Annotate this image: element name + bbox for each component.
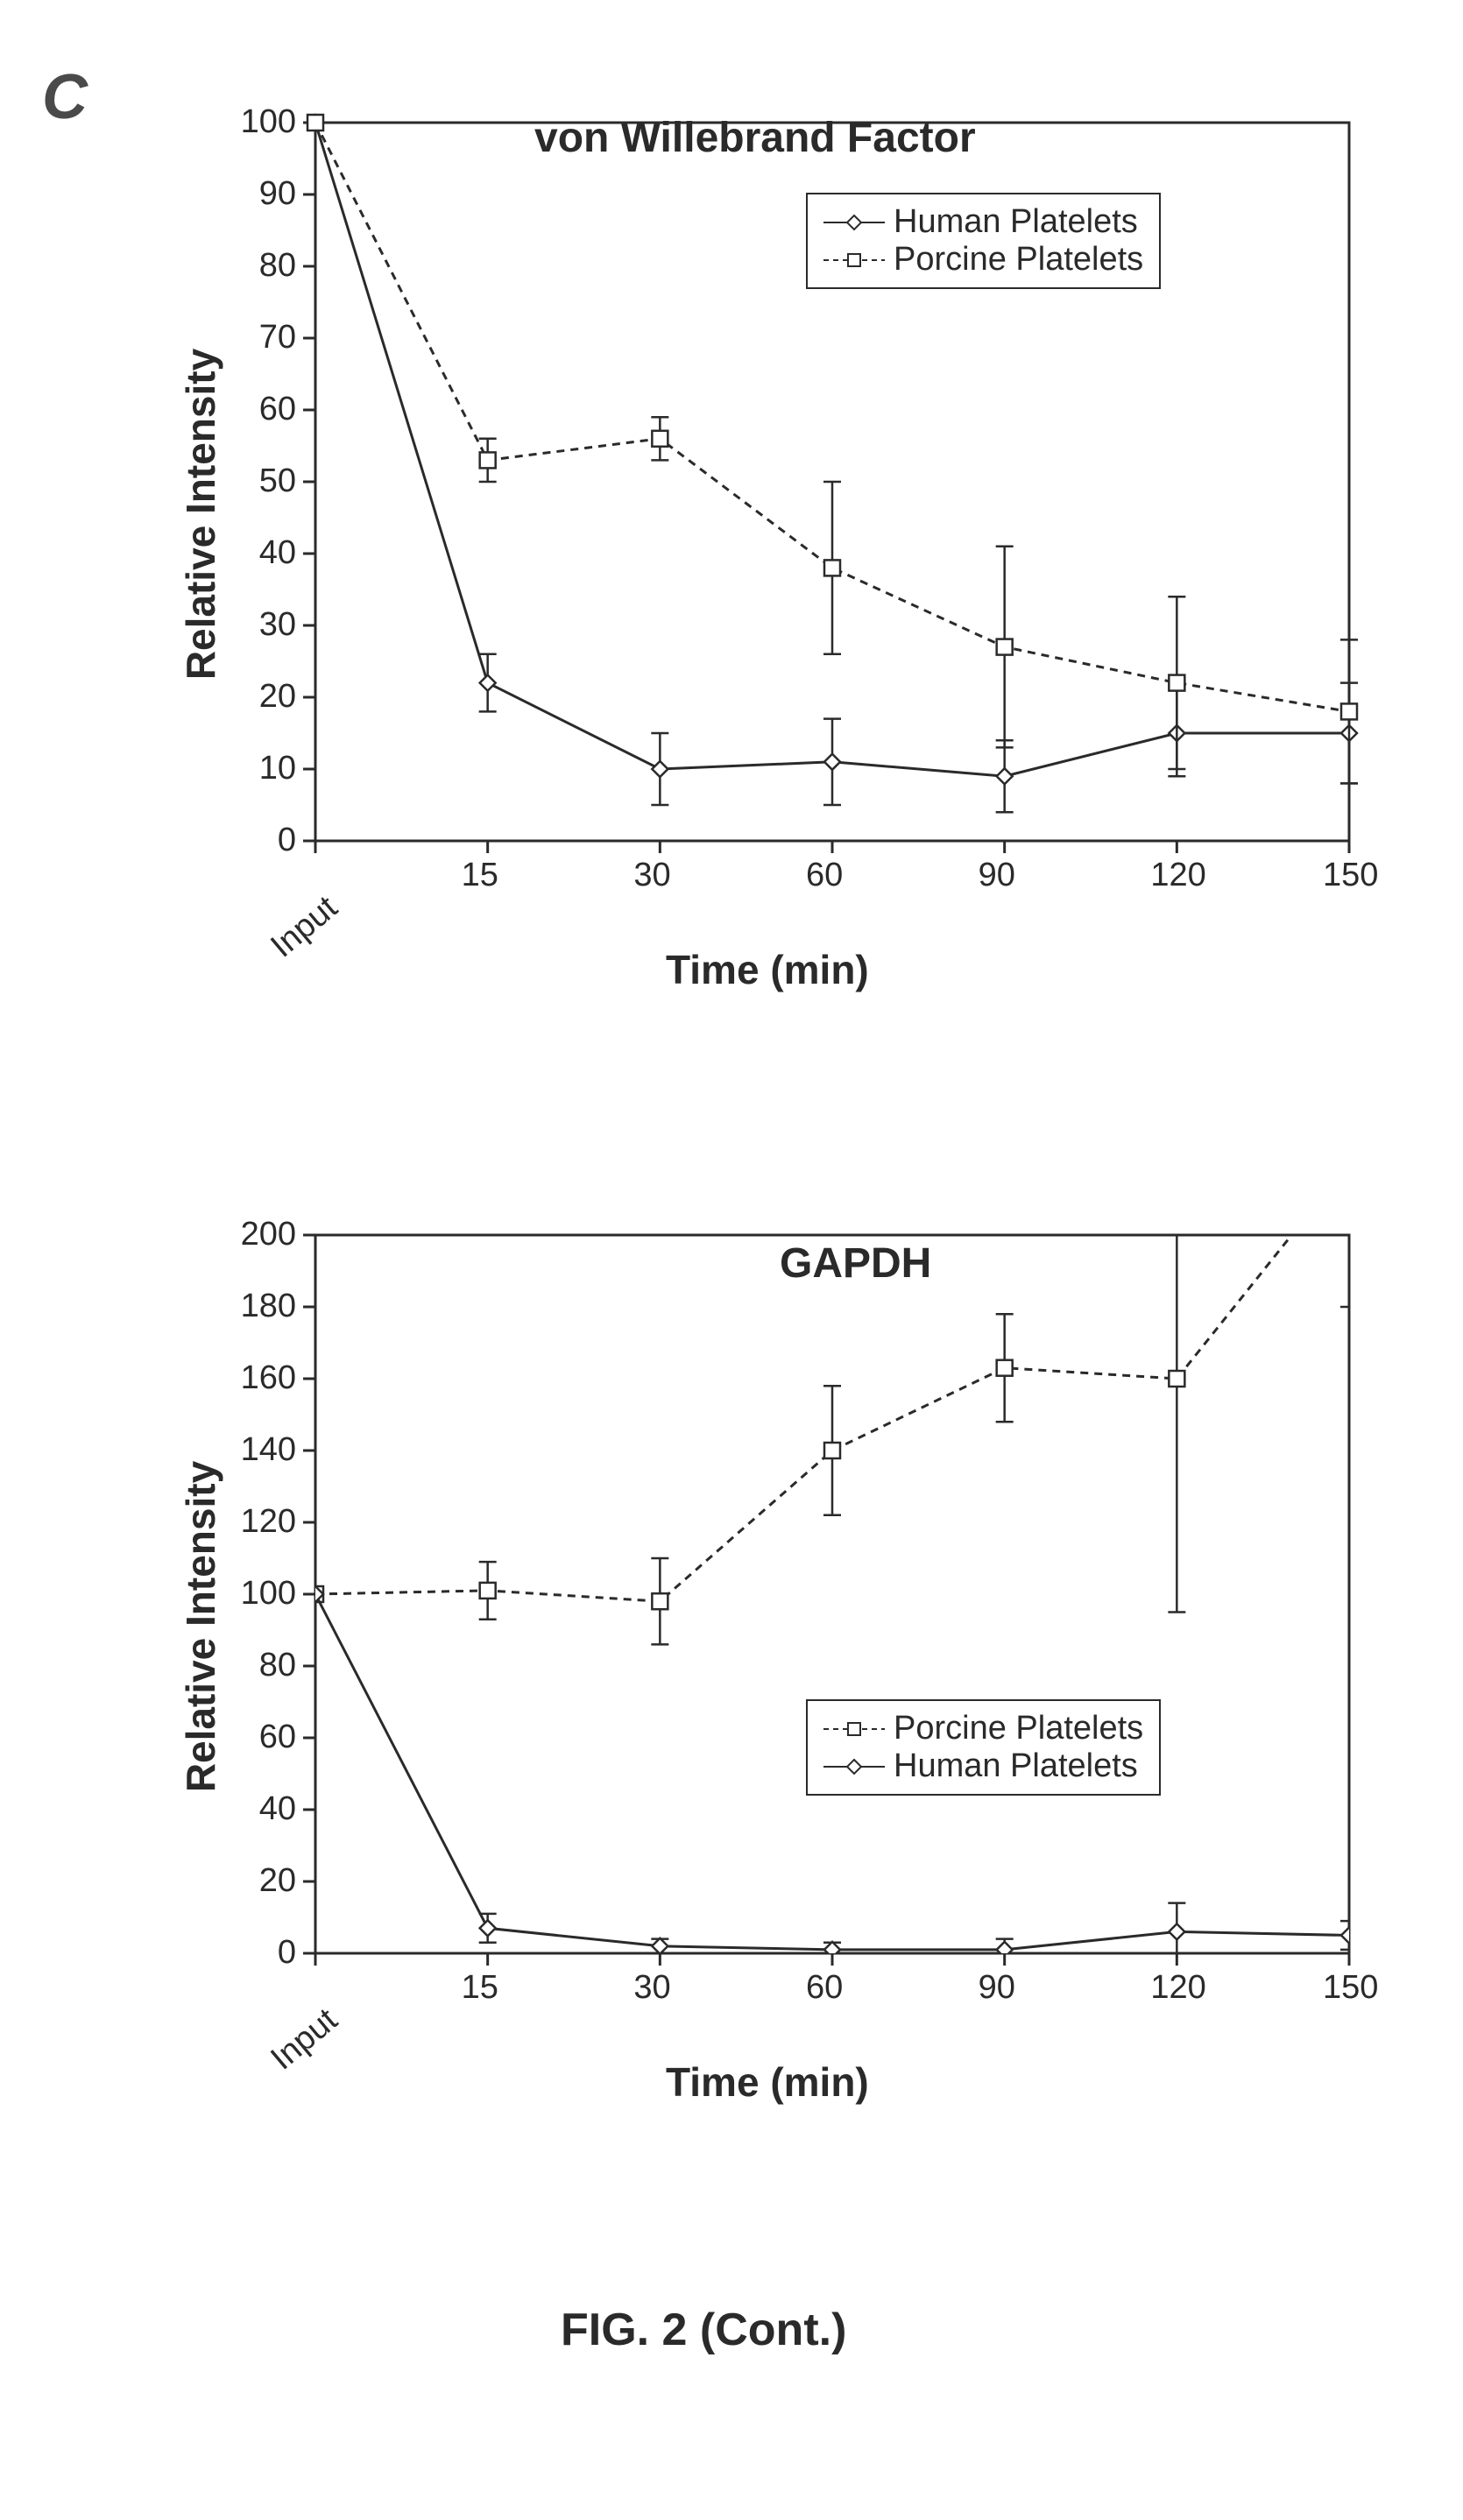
ytick-label: 0 <box>278 1934 296 1972</box>
ytick-label: 120 <box>241 1503 296 1541</box>
square-marker-icon <box>823 251 885 269</box>
chart-vwf: von Willebrand Factor Relative Intensity… <box>158 79 1384 1034</box>
ytick-label: 90 <box>259 175 296 213</box>
ytick-label: 40 <box>259 534 296 572</box>
chart1-xlabel: Time (min) <box>666 946 869 993</box>
ytick-label: 30 <box>259 606 296 644</box>
ytick-label: 50 <box>259 462 296 500</box>
xtick-label: 120 <box>1150 857 1205 894</box>
xtick-label: 30 <box>633 1969 670 2007</box>
xtick-label: 150 <box>1323 1969 1378 2007</box>
legend-label: Human Platelets <box>894 1747 1138 1785</box>
figure-caption: FIG. 2 (Cont.) <box>561 2304 846 2356</box>
legend-label: Porcine Platelets <box>894 241 1143 279</box>
ytick-label: 180 <box>241 1288 296 1325</box>
ytick-label: 70 <box>259 319 296 356</box>
legend-item: Human Platelets <box>823 203 1143 241</box>
legend-item: Porcine Platelets <box>823 1710 1143 1747</box>
legend-label: Human Platelets <box>894 203 1138 241</box>
xtick-label: 30 <box>633 857 670 894</box>
chart1-svg <box>158 79 1384 920</box>
chart2-legend: Porcine Platelets Human Platelets <box>806 1699 1161 1796</box>
ytick-label: 140 <box>241 1431 296 1469</box>
diamond-marker-icon <box>823 214 885 231</box>
xtick-label: 15 <box>462 1969 498 2007</box>
diamond-marker-icon <box>823 1758 885 1775</box>
xtick-label: 90 <box>979 1969 1015 2007</box>
ytick-label: 100 <box>241 1575 296 1613</box>
chart2-svg <box>158 1191 1384 2032</box>
legend-label: Porcine Platelets <box>894 1710 1143 1747</box>
ytick-label: 160 <box>241 1359 296 1397</box>
legend-item: Human Platelets <box>823 1747 1143 1785</box>
ytick-label: 10 <box>259 750 296 787</box>
chart1-legend: Human Platelets Porcine Platelets <box>806 193 1161 289</box>
ytick-label: 80 <box>259 1647 296 1684</box>
xtick-label: 120 <box>1150 1969 1205 2007</box>
ytick-label: 0 <box>278 822 296 859</box>
panel-label: C <box>42 61 88 133</box>
square-marker-icon <box>823 1720 885 1738</box>
ytick-label: 40 <box>259 1790 296 1828</box>
ytick-label: 60 <box>259 1719 296 1756</box>
xtick-label: 60 <box>806 1969 843 2007</box>
ytick-label: 20 <box>259 678 296 716</box>
xtick-label: 150 <box>1323 857 1378 894</box>
ytick-label: 20 <box>259 1862 296 1900</box>
ytick-label: 100 <box>241 103 296 141</box>
ytick-label: 200 <box>241 1216 296 1253</box>
xtick-label: 15 <box>462 857 498 894</box>
chart2-xlabel: Time (min) <box>666 2058 869 2106</box>
ytick-label: 80 <box>259 247 296 285</box>
xtick-label: 60 <box>806 857 843 894</box>
ytick-label: 60 <box>259 391 296 428</box>
xtick-label: 90 <box>979 857 1015 894</box>
chart-gapdh: GAPDH Relative Intensity 020406080100120… <box>158 1191 1384 2146</box>
legend-item: Porcine Platelets <box>823 241 1143 279</box>
